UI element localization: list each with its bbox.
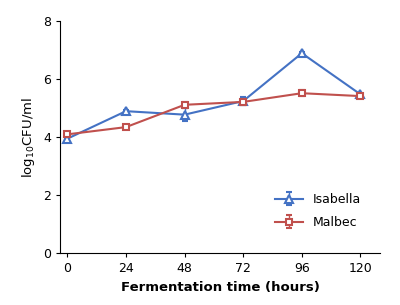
X-axis label: Fermentation time (hours): Fermentation time (hours) <box>120 281 320 294</box>
Y-axis label: log$_{10}$CFU/ml: log$_{10}$CFU/ml <box>20 97 38 178</box>
Legend: Isabella, Malbec: Isabella, Malbec <box>269 187 367 235</box>
